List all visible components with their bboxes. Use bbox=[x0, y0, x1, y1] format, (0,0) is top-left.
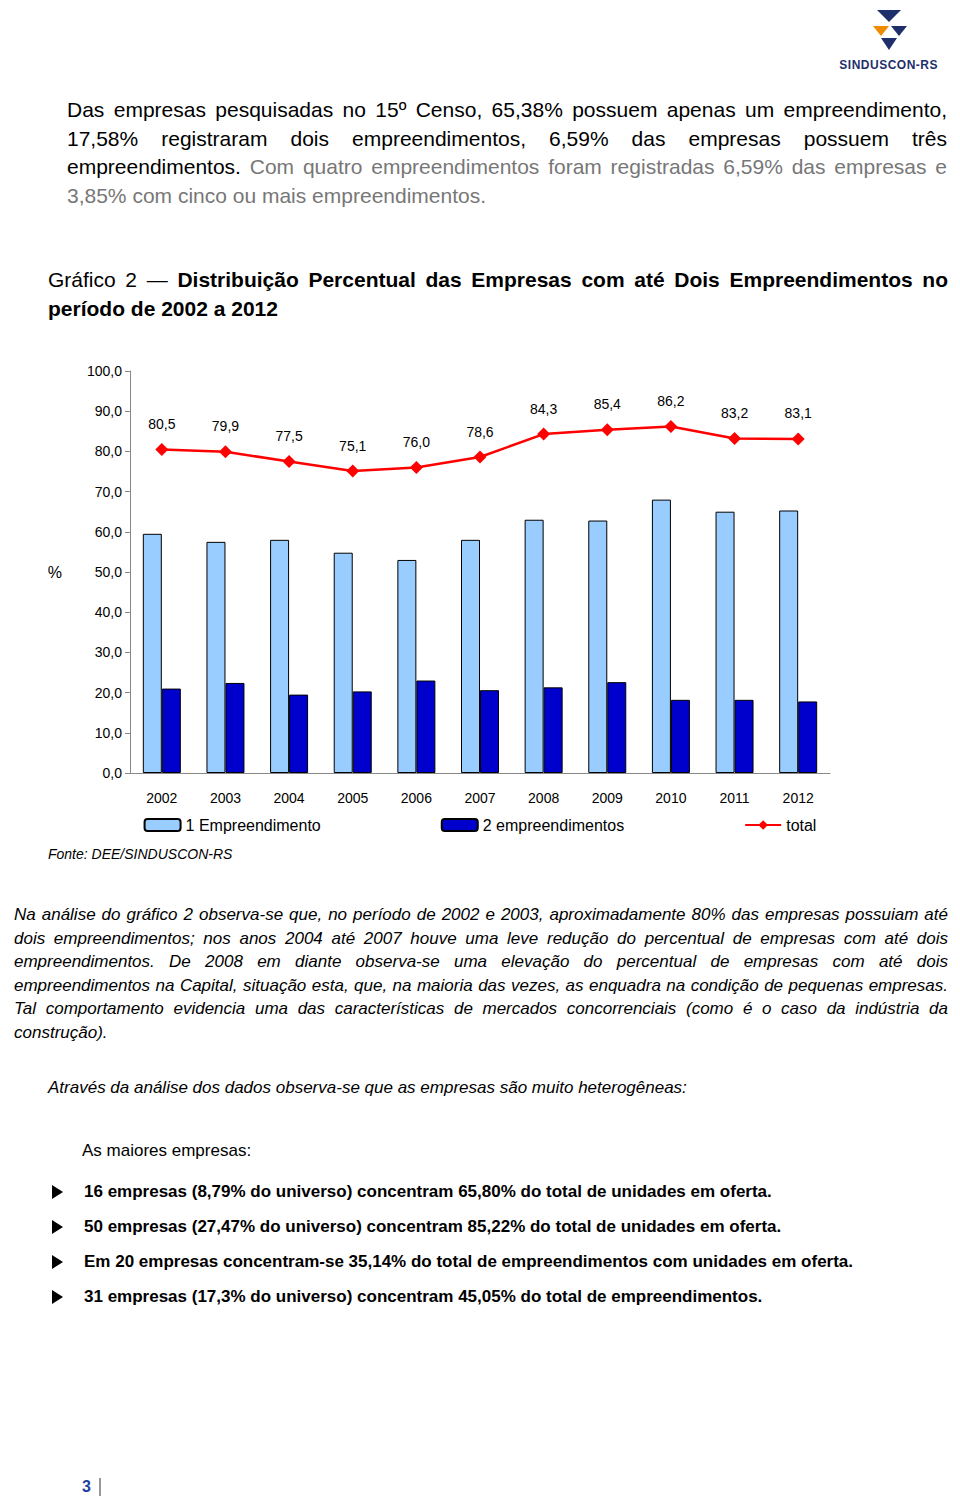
html-text:Através da análise dos dados o: Através da análise dos dados observa-se … bbox=[48, 1078, 687, 1097]
svg-text:83,2: 83,2 bbox=[721, 405, 748, 421]
svg-text:2010: 2010 bbox=[655, 790, 686, 806]
svg-text:1 Empreendimento: 1 Empreendimento bbox=[186, 817, 321, 834]
svg-text:0,0: 0,0 bbox=[103, 765, 123, 781]
svg-text:2003: 2003 bbox=[210, 790, 241, 806]
html-text:Na análise do gráfico 2 observ: Na análise do gráfico 2 observa-se que, … bbox=[14, 905, 948, 1042]
svg-text:total: total bbox=[786, 817, 816, 834]
svg-text:10,0: 10,0 bbox=[95, 725, 122, 741]
svg-text:90,0: 90,0 bbox=[95, 403, 122, 419]
svg-text:77,5: 77,5 bbox=[275, 428, 302, 444]
svg-text:40,0: 40,0 bbox=[95, 604, 122, 620]
html-text:50 empresas (27,47% do univers: 50 empresas (27,47% do universo) concent… bbox=[84, 1217, 782, 1236]
html-text:As maiores empresas:: As maiores empresas: bbox=[82, 1141, 252, 1160]
svg-text:70,0: 70,0 bbox=[95, 484, 122, 500]
svg-text:2009: 2009 bbox=[592, 790, 623, 806]
svg-text:80,5: 80,5 bbox=[148, 416, 175, 432]
svg-text:84,3: 84,3 bbox=[530, 401, 557, 417]
svg-text:2005: 2005 bbox=[337, 790, 368, 806]
svg-text:79,9: 79,9 bbox=[212, 418, 239, 434]
html-text:31 empresas (17,3% do universo: 31 empresas (17,3% do universo) concentr… bbox=[84, 1287, 763, 1306]
html-text:Gráfico 2 — Distribuição Perce: Gráfico 2 — Distribuição Percentual das … bbox=[48, 268, 948, 320]
svg-text:2011: 2011 bbox=[719, 790, 749, 806]
svg-text:2012: 2012 bbox=[783, 790, 814, 806]
svg-text:2006: 2006 bbox=[401, 790, 432, 806]
html-text:Em 20 empresas concentram-se 3: Em 20 empresas concentram-se 35,14% do t… bbox=[84, 1252, 853, 1271]
svg-text:50,0: 50,0 bbox=[95, 564, 122, 580]
html-text:Das empresas pesquisadas no 15: Das empresas pesquisadas no 15º Censo, 6… bbox=[67, 98, 947, 178]
svg-text:2008: 2008 bbox=[528, 790, 559, 806]
svg-text:2007: 2007 bbox=[464, 790, 495, 806]
svg-text:2 empreendimentos: 2 empreendimentos bbox=[483, 817, 624, 834]
svg-text:83,1: 83,1 bbox=[785, 405, 812, 421]
svg-text:85,4: 85,4 bbox=[594, 396, 621, 412]
svg-text:30,0: 30,0 bbox=[95, 644, 122, 660]
svg-text:80,0: 80,0 bbox=[95, 443, 122, 459]
svg-text:20,0: 20,0 bbox=[95, 685, 122, 701]
html-text:SINDUSCON-RS: SINDUSCON-RS bbox=[839, 58, 938, 72]
svg-text:2002: 2002 bbox=[146, 790, 177, 806]
html-text:16 empresas (8,79% do universo: 16 empresas (8,79% do universo) concentr… bbox=[84, 1182, 772, 1201]
svg-text:%: % bbox=[48, 564, 62, 581]
svg-text:60,0: 60,0 bbox=[95, 524, 122, 540]
svg-text:86,2: 86,2 bbox=[657, 393, 684, 409]
html-text:Com quatro empreendimentos for: Com quatro empreendimentos foram registr… bbox=[67, 155, 947, 207]
html-text:Fonte: DEE/SINDUSCON-RS: Fonte: DEE/SINDUSCON-RS bbox=[48, 846, 233, 862]
svg-text:75,1: 75,1 bbox=[339, 438, 366, 454]
svg-text:100,0: 100,0 bbox=[87, 363, 122, 379]
html-text:3: 3 bbox=[82, 1478, 91, 1495]
svg-text:2004: 2004 bbox=[274, 790, 305, 806]
svg-text:78,6: 78,6 bbox=[466, 424, 493, 440]
svg-text:76,0: 76,0 bbox=[403, 434, 430, 450]
